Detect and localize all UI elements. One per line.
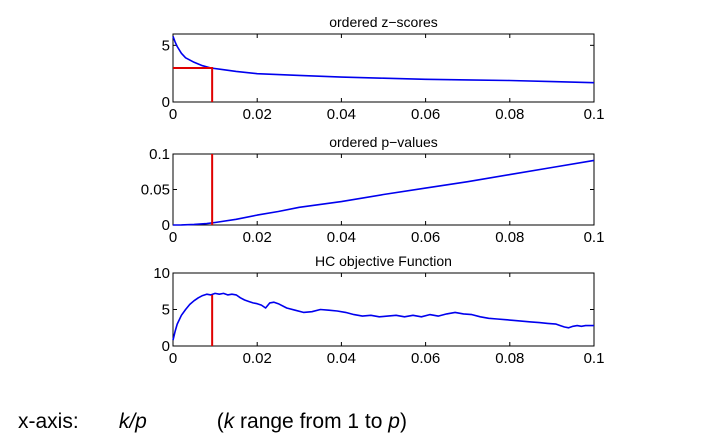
- chart-1-xtick-label: 0.02: [243, 106, 272, 123]
- chart-1-ytick-label: 0: [162, 94, 170, 111]
- caption-note-p: p: [388, 410, 400, 433]
- chart-2-frame: [172, 153, 595, 226]
- chart-2-xtick-label: 0.06: [411, 229, 440, 246]
- chart-1-xtick-label: 0.04: [327, 106, 356, 123]
- caption-label: x-axis:: [18, 410, 79, 433]
- chart-2-xtick-label: 0: [169, 229, 177, 246]
- caption-note-mid: range from 1 to: [234, 410, 389, 433]
- chart-3-title: HC objective Function: [315, 253, 452, 269]
- chart-1-threshold-marker: [173, 67, 214, 102]
- chart-1-xtick-label: 0.06: [411, 106, 440, 123]
- chart-3-series-line: [172, 292, 594, 341]
- chart-1-xtick-label: 0: [169, 106, 177, 123]
- chart-1-xtick-label: 0.1: [584, 106, 605, 123]
- chart-2-xtick-label: 0.04: [327, 229, 356, 246]
- chart-3-ytick-label: 5: [162, 302, 170, 319]
- chart-2-xtick-label: 0.1: [584, 229, 605, 246]
- chart-2-xtick-label: 0.02: [243, 229, 272, 246]
- chart-2-xtick-label: 0.08: [495, 229, 524, 246]
- caption-expression: k/p: [118, 410, 147, 433]
- chart-2-ytick-label: 0: [162, 217, 170, 234]
- chart-3-xtick-label: 0.02: [243, 350, 272, 367]
- chart-3-ytick-label: 10: [153, 265, 170, 282]
- chart-3-xtick-label: 0.04: [327, 350, 356, 367]
- chart-3-xtick-label: 0.1: [584, 350, 605, 367]
- chart-2-title: ordered p−values: [329, 134, 438, 150]
- chart-3-xtick-label: 0: [169, 350, 177, 367]
- caption-note-open: (: [216, 410, 224, 433]
- figure: ordered z−scores 0 0.02 0.04 0.06 0.08 0.1 0 5 or…: [141, 14, 605, 367]
- chart-1-frame: [172, 33, 595, 103]
- caption-note-k: k: [223, 410, 235, 433]
- chart-2-ytick-label: 0.1: [149, 146, 170, 163]
- chart-1-xtick-label: 0.08: [495, 106, 524, 123]
- caption-note: (k range from 1 to p): [217, 410, 407, 434]
- x-axis-caption: x-axis: k/p (k range from 1 to p): [18, 410, 407, 434]
- chart-3-xtick-label: 0.06: [411, 350, 440, 367]
- chart-2-series-line: [172, 159, 595, 226]
- chart-3-ytick-label: 0: [162, 338, 170, 355]
- chart-3-xtick-label: 0.08: [495, 350, 524, 367]
- chart-1-ytick-label: 5: [162, 37, 170, 54]
- chart-3-frame: [172, 272, 595, 347]
- chart-1-series-line: [172, 36, 595, 84]
- caption-note-close: ): [399, 410, 407, 433]
- chart-2-ytick-label: 0.05: [141, 182, 170, 199]
- chart-1-title: ordered z−scores: [329, 14, 438, 30]
